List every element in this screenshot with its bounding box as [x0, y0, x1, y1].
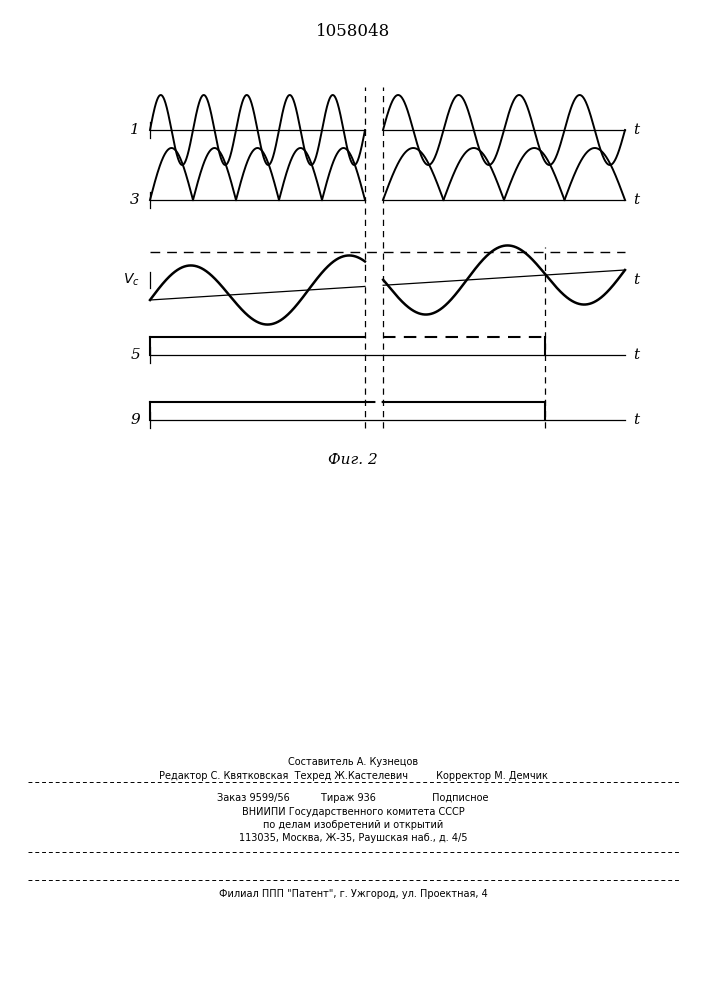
Text: 1058048: 1058048 — [316, 23, 390, 40]
Text: $V_c$: $V_c$ — [123, 272, 140, 288]
Text: t: t — [633, 413, 639, 427]
Text: 113035, Москва, Ж-35, Раушская наб., д. 4/5: 113035, Москва, Ж-35, Раушская наб., д. … — [239, 833, 467, 843]
Text: Фиг. 2: Фиг. 2 — [328, 453, 378, 467]
Text: Филиал ППП "Патент", г. Ужгород, ул. Проектная, 4: Филиал ППП "Патент", г. Ужгород, ул. Про… — [218, 889, 487, 899]
Text: 1: 1 — [130, 123, 140, 137]
Text: t: t — [633, 273, 639, 287]
Text: ВНИИПИ Государственного комитета СССР: ВНИИПИ Государственного комитета СССР — [242, 807, 464, 817]
Text: 9: 9 — [130, 413, 140, 427]
Text: t: t — [633, 123, 639, 137]
Text: по делам изобретений и открытий: по делам изобретений и открытий — [263, 820, 443, 830]
Text: Составитель А. Кузнецов: Составитель А. Кузнецов — [288, 757, 418, 767]
Text: 3: 3 — [130, 193, 140, 207]
Text: 5: 5 — [130, 348, 140, 362]
Text: Заказ 9599/56          Тираж 936                  Подписное: Заказ 9599/56 Тираж 936 Подписное — [217, 793, 489, 803]
Text: t: t — [633, 348, 639, 362]
Text: Редактор С. Квятковская  Техред Ж.Кастелевич         Корректор М. Демчик: Редактор С. Квятковская Техред Ж.Кастеле… — [158, 771, 547, 781]
Text: t: t — [633, 193, 639, 207]
